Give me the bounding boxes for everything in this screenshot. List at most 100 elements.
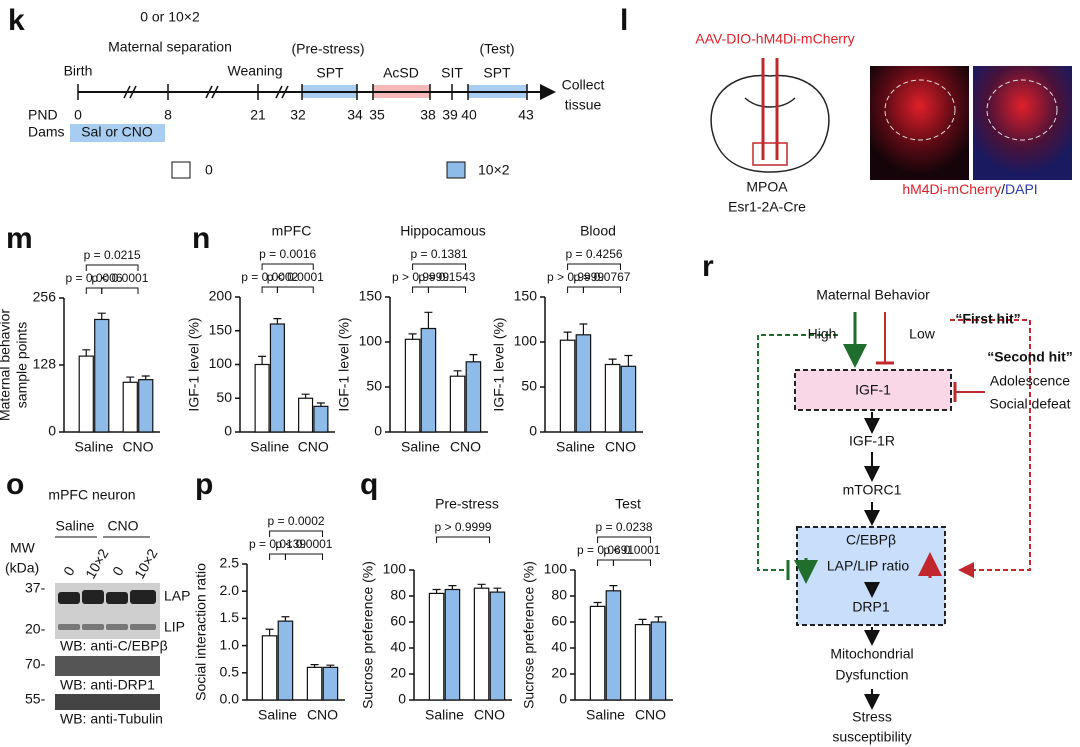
label: Maternal separation [108,39,232,55]
legend-label: 0 [205,162,213,178]
y-tick-label: 0 [374,423,382,439]
label: MW [10,540,36,556]
y-tick-label: 0 [398,691,406,707]
bracket [85,287,103,294]
error-bar [258,355,267,365]
error-bar [624,354,633,367]
bar [138,379,154,433]
bar [261,635,278,701]
bar [313,405,329,433]
p-value: p > 0.9999 [392,270,449,284]
label: Esr1-2A-Cre [728,199,806,215]
stain: hM4Di-mCherry [902,181,1001,197]
error-bar [493,587,502,593]
bracket [612,559,651,566]
bar [650,621,667,701]
bar [306,666,323,701]
bracket [567,286,584,293]
y-tick-label: 1.5 [220,609,240,625]
p-value: p < 0.0001 [603,543,660,557]
p-value: p > 0.9999 [435,520,492,534]
y-axis-label: IGF-1 level (%) [336,317,352,411]
bracket [284,553,323,560]
panel-letter: r [702,250,714,283]
label: mPFC neuron [48,487,135,503]
x-tick-label: CNO [298,439,329,455]
label: SIT [441,65,463,81]
bar [78,355,94,433]
x-tick-label: Saline [425,707,464,723]
error-bar [316,402,325,407]
bracket [582,286,621,293]
label: (Test) [480,41,515,57]
y-tick-label: 0 [529,423,537,439]
bracket [261,286,278,293]
y-tick-label: 80 [390,587,406,603]
y-tick-label: 50 [521,378,537,394]
y-tick-label: 0 [48,423,56,439]
bracket [276,286,314,293]
y-tick-label: 40 [551,639,567,655]
y-tick-label: 0 [224,423,232,439]
y-tick-label: 150 [514,288,538,304]
bracket [412,286,429,293]
virus-label: AAV-DIO-hM4Di-mCherry [695,31,854,47]
timeline [70,84,556,142]
y-tick-label: 50 [366,378,382,394]
bar [605,590,622,701]
label: “Second hit” [987,349,1073,365]
bar [473,587,490,701]
x-tick-label: CNO [307,707,338,723]
chart-title: Hippocamous [400,223,486,239]
chart-title: Test [615,496,641,512]
panel-letter: k [8,4,25,37]
blot [55,656,160,676]
label: 0 or 10×2 [140,9,200,25]
y-axis-label: IGF-1 level (%) [491,317,507,411]
bracket [269,553,286,560]
bar [428,592,445,701]
label: Weaning [227,63,282,79]
label: “First hit” [955,311,1020,327]
p-value: p = 0.4256 [566,247,623,261]
label: (kDa) [5,560,39,576]
node-label: IGF-1R [849,433,895,449]
y-tick-label: 100 [544,561,568,577]
p-value: p = 0.0002 [268,514,325,528]
label: LAP [164,588,190,604]
node-label: Maternal Behavior [816,287,930,303]
y-axis-label: sample points [14,322,30,408]
legend-label: 10×2 [478,162,510,178]
bar [122,381,138,433]
chart-title: mPFC [272,223,312,239]
node-label: DRP1 [852,599,890,615]
p-value: p = 0.0139 [249,537,306,551]
label: MPOA [746,179,788,195]
bar [559,339,576,433]
node-label: C/EBPβ [846,532,896,548]
p-value: p = 0.0006 [65,271,122,285]
node-label: susceptibility [832,729,911,745]
bar [620,365,637,433]
x-tick-label: Saline [258,707,297,723]
error-bar [608,358,617,365]
legend-swatch [171,161,191,179]
label: Sal or CNO [81,124,153,140]
node-label: Dysfunction [835,667,908,683]
chart-title: Pre-stress [435,496,499,512]
bracket [85,264,139,271]
day: 40 [461,107,477,123]
y-tick-label: 100 [383,561,407,577]
label: Low [909,326,936,342]
y-tick-label: 80 [551,587,567,603]
x-tick-label: CNO [450,439,481,455]
outline [884,79,1058,141]
y-tick-label: 40 [390,639,406,655]
brain-schematic [710,58,830,173]
x-tick-label: Saline [556,439,595,455]
day: 38 [420,107,436,123]
p-value: p = 0.0767 [573,270,630,284]
y-tick-label: 20 [551,665,567,681]
label: PND [28,107,58,123]
error-bar [326,664,335,668]
